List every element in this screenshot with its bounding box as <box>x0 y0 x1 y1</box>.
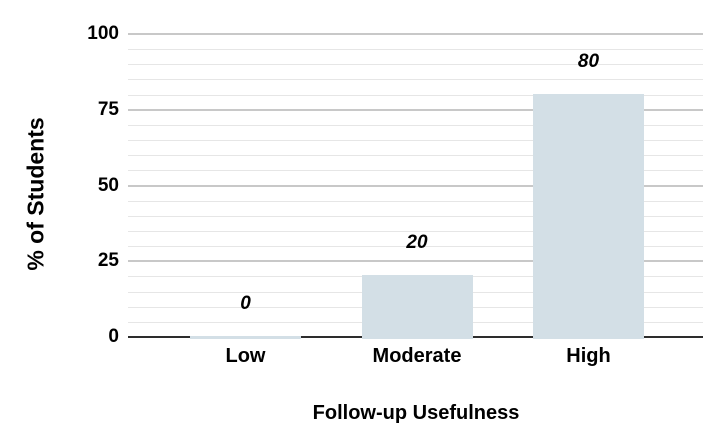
x-tick-label-low: Low <box>225 345 266 367</box>
minor-gridline <box>128 246 703 248</box>
y-tick-label: 0 <box>108 326 119 347</box>
major-gridline <box>128 33 703 35</box>
y-tick-label: 25 <box>97 250 119 272</box>
x-tick-label-high: High <box>566 345 611 367</box>
minor-gridline <box>128 200 703 202</box>
x-axis-title: Follow-up Usefulness <box>312 402 520 424</box>
x-tick-label-moderate: Moderate <box>372 345 462 367</box>
major-gridline <box>128 108 703 111</box>
bar-value-label: 20 <box>406 232 428 254</box>
bar-value-label: 80 <box>577 50 600 72</box>
minor-gridline <box>128 140 703 142</box>
minor-gridline <box>128 230 703 232</box>
minor-gridline <box>128 170 703 172</box>
bar-value-label: 0 <box>240 293 251 314</box>
minor-gridline <box>128 155 703 157</box>
minor-gridline <box>128 79 703 81</box>
minor-gridline <box>128 94 703 96</box>
bar-high <box>533 94 644 339</box>
bar-moderate <box>361 275 473 339</box>
major-gridline <box>128 260 703 263</box>
y-tick-label: 75 <box>97 98 119 120</box>
minor-gridline <box>128 64 703 66</box>
major-gridline <box>128 184 703 187</box>
minor-gridline <box>128 124 703 126</box>
bar-low <box>190 336 301 339</box>
y-tick-label: 50 <box>97 174 119 196</box>
y-tick-label: 100 <box>87 23 119 44</box>
minor-gridline <box>128 49 703 51</box>
minor-gridline <box>128 215 703 217</box>
